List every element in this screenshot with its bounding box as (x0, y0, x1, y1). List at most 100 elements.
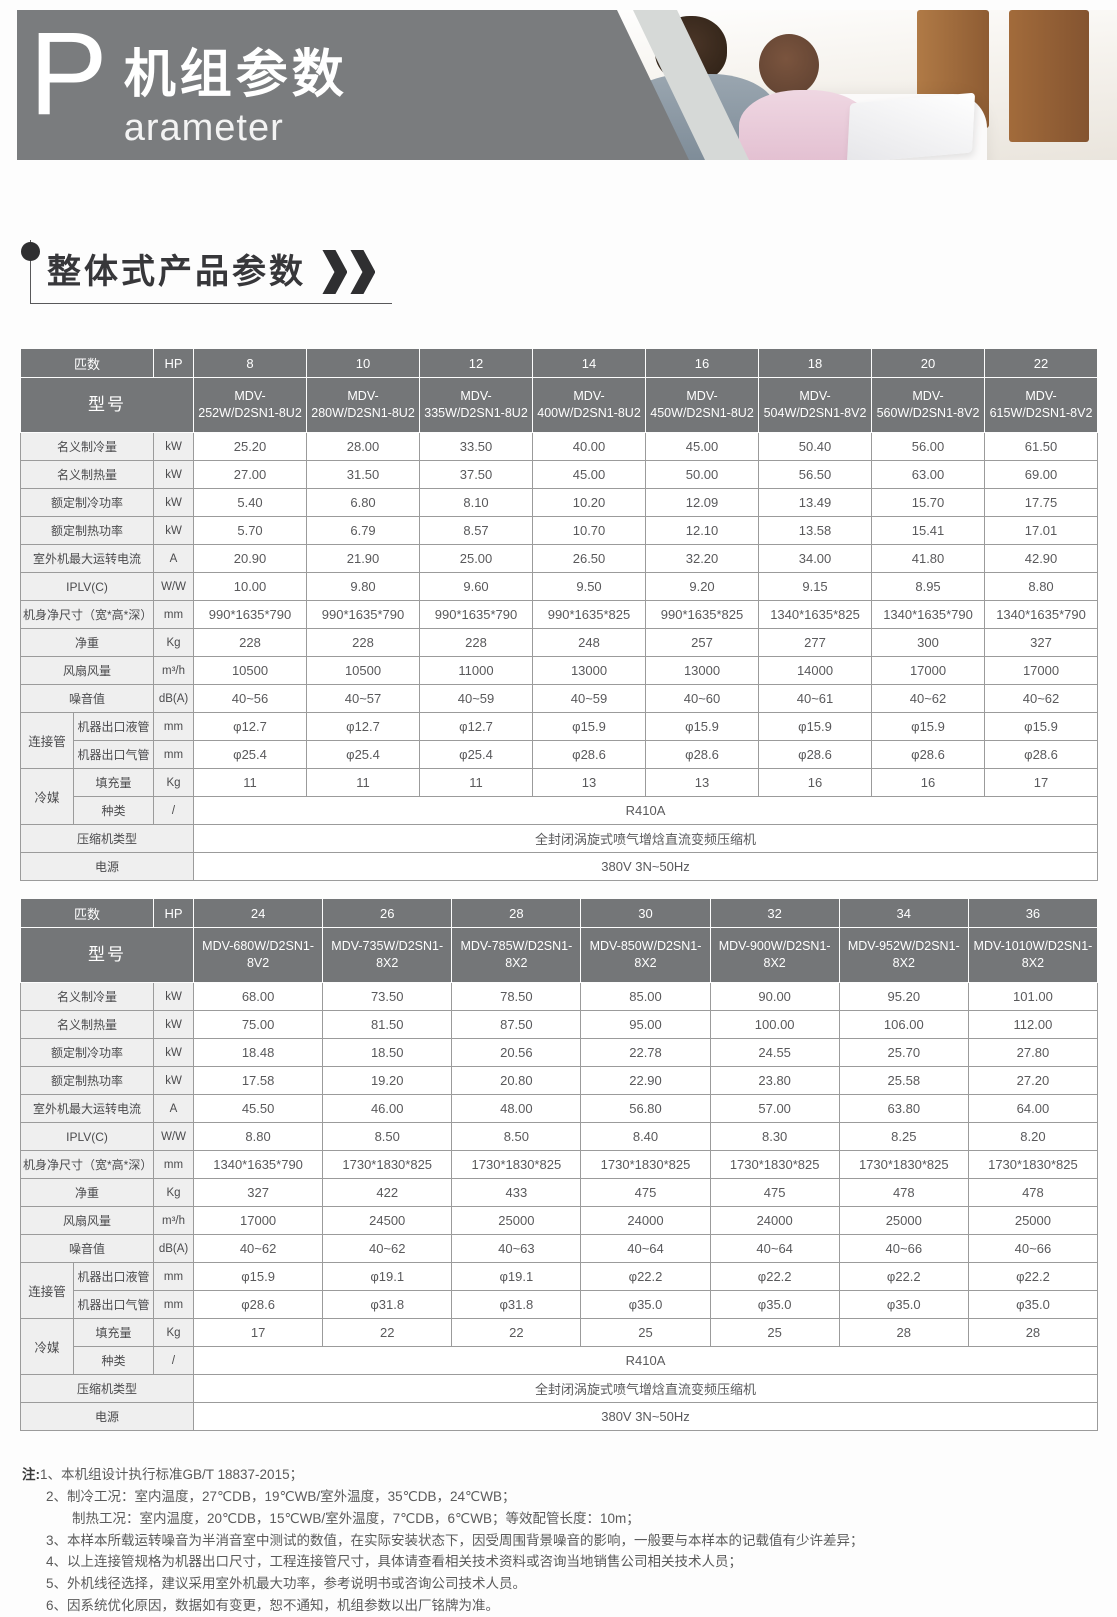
hp-value: 36 (967, 898, 1099, 928)
table-row: 种类 / R410A (21, 1346, 1098, 1375)
value-cell: 990*1635*825 (532, 600, 647, 629)
chevron-right-icon (322, 250, 378, 299)
row-label: 机器出口液管 (72, 1262, 155, 1291)
value-cell: 27.20 (967, 1066, 1099, 1095)
value-cell: 95.20 (838, 982, 969, 1011)
model-name: MDV-680W/D2SN1-8V2 (193, 927, 324, 983)
value-cell: 40~66 (967, 1234, 1099, 1263)
value-cell: 40~66 (838, 1234, 969, 1263)
value-cell: φ35.0 (838, 1290, 969, 1319)
value-cell: 25.00 (419, 544, 534, 573)
row-unit: mm (153, 1290, 195, 1319)
hp-value: 20 (871, 348, 986, 378)
value-cell: φ15.9 (645, 712, 760, 741)
value-cell: φ31.8 (451, 1290, 582, 1319)
value-cell: 20.80 (451, 1066, 582, 1095)
table-row: 室外机最大运转电流 A 20.90 21.90 25.00 26.50 32.20 34.00… (19, 544, 1099, 573)
value-cell: 50.40 (758, 432, 873, 461)
value-cell: 8.95 (871, 572, 986, 601)
value-cell: 15.41 (871, 516, 986, 545)
table-row: 机器出口气管 mm φ28.6 φ31.8 φ31.8 φ35.0 φ35.0 φ35.0 φ3… (21, 1290, 1099, 1319)
value-cell: 40~64 (580, 1234, 711, 1263)
row-label: 噪音值 (19, 684, 155, 713)
row-unit: dB(A) (153, 684, 195, 713)
hp-value: 12 (419, 348, 534, 378)
value-cell: 37.50 (419, 460, 534, 489)
value-cell: 40~59 (419, 684, 534, 713)
value-cell: 33.50 (419, 432, 534, 461)
table-row: 冷媒 填充量 Kg 11 11 11 13 13 16 16 17 (20, 768, 1099, 825)
hp-value: 10 (306, 348, 421, 378)
value-cell: 13000 (532, 656, 647, 685)
note-line: 制热工况：室内温度，20℃DB，15℃WB/室外温度，7℃DB，6℃WB；等效配… (72, 1510, 640, 1526)
value-cell: 56.00 (871, 432, 986, 461)
value-cell: 56.50 (758, 460, 873, 489)
note-line: 2、制冷工况：室内温度，27℃DB，19℃WB/室外温度，35℃DB，24℃WB… (46, 1488, 516, 1504)
value-cell: 1730*1830*825 (967, 1150, 1099, 1179)
value-cell: 63.80 (838, 1094, 969, 1123)
value-cell: 28 (967, 1318, 1099, 1347)
model-name: MDV-1010W/D2SN1-8X2 (967, 927, 1099, 983)
value-cell: 8.80 (984, 572, 1099, 601)
row-label: 室外机最大运转电流 (19, 544, 155, 573)
value-cell: φ19.1 (322, 1262, 453, 1291)
value-cell: 8.40 (580, 1122, 711, 1151)
table-row: 额定制冷功率 kW 18.48 18.50 20.56 22.78 24.55 25.70 27… (19, 1038, 1099, 1067)
value-cell: 112.00 (967, 1010, 1099, 1039)
section-heading: 整体式产品参数 (21, 240, 1117, 304)
model-name: MDV-400W/D2SN1-8U2 (532, 377, 647, 433)
value-cell: 34.00 (758, 544, 873, 573)
value-cell: 13000 (645, 656, 760, 685)
table-row: IPLV(C) W/W 8.80 8.50 8.50 8.40 8.30 8.25 8.20 (19, 1122, 1099, 1151)
value-cell: 18.50 (322, 1038, 453, 1067)
photo-decoration-laptop (846, 92, 976, 160)
value-cell: 25.20 (193, 432, 308, 461)
value-cell: 1730*1830*825 (580, 1150, 711, 1179)
value-cell: 8.10 (419, 488, 534, 517)
value-cell: 17 (984, 768, 1099, 797)
value-cell: 100.00 (709, 1010, 840, 1039)
row-unit: kW (153, 516, 195, 545)
banner-letter: P (29, 10, 108, 140)
bullet-dot-icon (21, 242, 40, 261)
model-name: MDV-735W/D2SN1-8X2 (322, 927, 453, 983)
value-cell: φ22.2 (967, 1262, 1099, 1291)
hp-value: 32 (709, 898, 840, 928)
value-cell: φ15.9 (984, 712, 1099, 741)
table-row: 连接管 机器出口液管 mm φ12.7 φ12.7 φ12.7 φ15.9 φ15.9 φ15.… (20, 712, 1099, 769)
value-cell: φ28.6 (758, 740, 873, 769)
model-name: MDV-335W/D2SN1-8U2 (419, 377, 534, 433)
section-title: 整体式产品参数 (47, 253, 306, 291)
value-cell: 5.70 (193, 516, 308, 545)
table-row: 名义制冷量 kW 25.20 28.00 33.50 40.00 45.00 50.40 56.… (19, 432, 1099, 461)
value-cell: 12.10 (645, 516, 760, 545)
value-cell: 12.09 (645, 488, 760, 517)
value-cell: φ28.6 (984, 740, 1099, 769)
value-cell: 20.90 (193, 544, 308, 573)
row-label: 种类 (72, 796, 155, 825)
value-cell: 85.00 (580, 982, 711, 1011)
value-cell: 15.70 (871, 488, 986, 517)
value-cell: 81.50 (322, 1010, 453, 1039)
value-cell: 20.56 (451, 1038, 582, 1067)
value-cell: 300 (871, 628, 986, 657)
value-cell: 31.50 (306, 460, 421, 489)
table-row: 名义制热量 kW 27.00 31.50 37.50 45.00 50.00 56.50 63.… (19, 460, 1099, 489)
value-cell: 40~59 (532, 684, 647, 713)
note-line: 注:1、本机组设计执行标准GB/T 18837-2015； (22, 1464, 1117, 1486)
hp-value: 8 (193, 348, 308, 378)
table-row: 电源 380V 3N~50Hz (19, 852, 1099, 881)
value-cell: φ12.7 (419, 712, 534, 741)
value-cell: 10.70 (532, 516, 647, 545)
model-name: MDV-504W/D2SN1-8V2 (758, 377, 873, 433)
value-cell: 17.01 (984, 516, 1099, 545)
value-cell: φ35.0 (967, 1290, 1099, 1319)
row-label: 名义制热量 (19, 1010, 155, 1039)
row-unit: kW (153, 1066, 195, 1095)
value-cell: 13 (532, 768, 647, 797)
value-cell: 101.00 (967, 982, 1099, 1011)
value-cell: φ12.7 (193, 712, 308, 741)
value-cell: 10.00 (193, 572, 308, 601)
model-row: 型号 MDV-680W/D2SN1-8V2 MDV-735W/D2SN1-8X2 MD… (19, 927, 1099, 983)
value-cell: 422 (322, 1178, 453, 1207)
